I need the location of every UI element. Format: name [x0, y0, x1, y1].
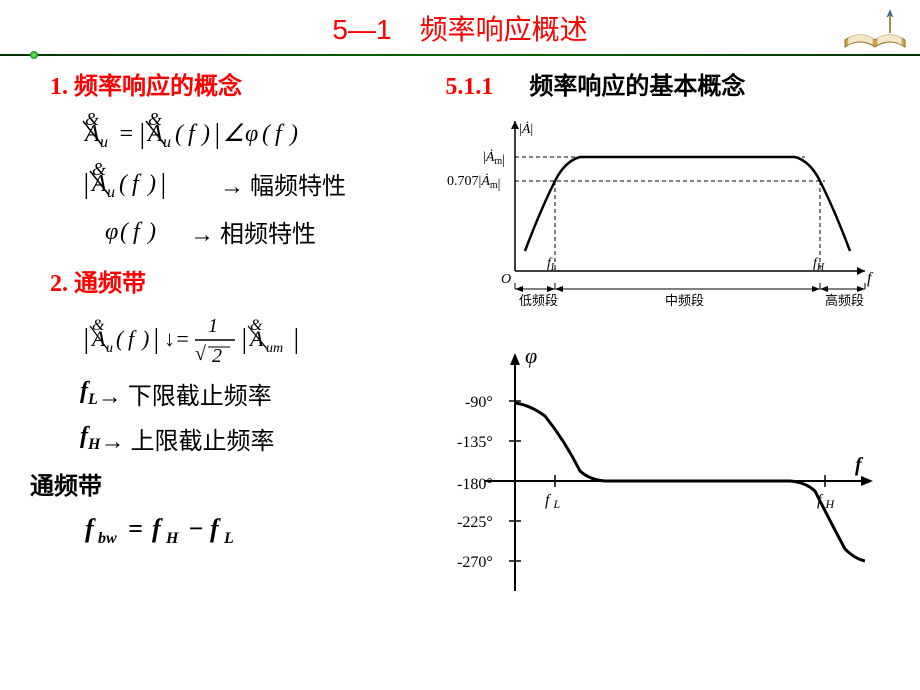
svg-text:0.707|Ȧm|: 0.707|Ȧm|: [447, 173, 500, 192]
svg-text:-90°: -90°: [465, 394, 493, 411]
svg-text:|: |: [240, 324, 248, 355]
svg-text:(: (: [262, 121, 272, 147]
svg-text:−: −: [188, 514, 204, 543]
svg-text:um: um: [266, 341, 283, 356]
origin-label: O: [501, 272, 511, 287]
svg-text:-270°: -270°: [457, 554, 493, 571]
formula-6-text: → 上限截止频率: [100, 421, 274, 456]
formula-4: | A & u ( f ) | ↓= 1 √ 2 | A & um |: [80, 310, 445, 366]
svg-text:): ): [288, 121, 298, 147]
svg-text:-135°: -135°: [457, 434, 493, 451]
subtitle-num: 5.1.1: [445, 74, 493, 100]
svg-text:√: √: [195, 343, 206, 365]
page-title: 5—1 频率响应概述: [332, 14, 587, 45]
svg-text:u: u: [100, 134, 108, 151]
svg-text:|: |: [82, 169, 90, 200]
svg-text:|: |: [213, 119, 221, 150]
svg-text:=: =: [128, 514, 143, 543]
formula-1: A & u = | A & u ( f ) | ∠ φ ( f ): [80, 113, 445, 153]
svg-text:L: L: [223, 530, 234, 547]
svg-text:|: |: [138, 119, 146, 150]
svg-text:f: f: [188, 121, 198, 147]
svg-text:φ: φ: [245, 121, 258, 147]
svg-text:↓=: ↓=: [164, 326, 190, 351]
formula-5: fL → 下限截止频率: [80, 376, 445, 411]
svg-text:2: 2: [212, 345, 222, 366]
svg-text:f: f: [85, 514, 96, 543]
svg-text:(: (: [119, 171, 129, 197]
svg-text:f: f: [210, 514, 221, 543]
svg-text:u: u: [107, 184, 115, 201]
subtitle-text: 频率响应的基本概念: [529, 74, 745, 100]
formula-3-text: → 相频特性: [190, 214, 316, 249]
svg-text:(: (: [120, 219, 130, 245]
svg-text:f: f: [152, 514, 163, 543]
title-bar: 5—1 频率响应概述: [0, 0, 920, 48]
formula-3: φ ( f ) → 相频特性: [100, 213, 445, 249]
svg-text:-225°: -225°: [457, 514, 493, 531]
subtitle: 5.1.1 频率响应的基本概念: [445, 66, 900, 101]
region-high: 高频段: [825, 293, 864, 308]
formula-6: fH → 上限截止频率: [80, 421, 445, 456]
svg-text:(: (: [175, 121, 185, 147]
section-3-heading: 通频带: [30, 466, 445, 501]
svg-text:f: f: [132, 171, 142, 197]
svg-text:f: f: [133, 219, 143, 245]
phase-chart: φ -90° -135° -180° -225° -270° f L f H f: [445, 331, 885, 611]
svg-text:|: |: [152, 324, 160, 355]
svg-text:|Ȧm|: |Ȧm|: [483, 149, 505, 168]
formula-5-var: f: [80, 378, 88, 404]
svg-text:bw: bw: [98, 530, 117, 547]
svg-text:): ): [200, 121, 210, 147]
formula-2: | A & u ( f ) | → 幅频特性: [80, 163, 445, 203]
svg-text:f: f: [128, 326, 137, 351]
divider: [0, 54, 920, 56]
svg-text:u: u: [106, 341, 113, 356]
right-column: 5.1.1 频率响应的基本概念 |Ȧ| |Ȧm| 0.707|Ȧm| O fL: [445, 66, 900, 651]
content-area: 1. 频率响应的概念 A & u = | A & u ( f ) | ∠ φ (: [0, 56, 920, 651]
region-mid: 中频段: [665, 293, 704, 308]
svg-text:fH: fH: [813, 256, 825, 273]
svg-text:f: f: [855, 454, 864, 476]
formula-2-text: → 幅频特性: [220, 166, 346, 201]
svg-text:): ): [140, 326, 149, 351]
svg-text:f H: f H: [817, 492, 835, 511]
magnitude-chart: |Ȧ| |Ȧm| 0.707|Ȧm| O fL fH f 低频段 中频段: [445, 111, 885, 311]
svg-text:H: H: [165, 530, 179, 547]
svg-text:1: 1: [208, 315, 218, 337]
formula-5-sub: L: [88, 391, 98, 408]
svg-text:φ: φ: [105, 219, 118, 245]
svg-text:|: |: [82, 324, 90, 355]
formula-6-sub: H: [88, 436, 100, 453]
svg-text:): ): [146, 219, 156, 245]
section-1-heading: 1. 频率响应的概念: [50, 66, 445, 101]
svg-text:φ: φ: [525, 343, 537, 368]
svg-text:(: (: [116, 326, 125, 351]
svg-text:-180°: -180°: [457, 476, 493, 493]
left-column: 1. 频率响应的概念 A & u = | A & u ( f ) | ∠ φ (: [50, 66, 445, 651]
section-2-heading: 2. 通频带: [50, 263, 445, 298]
formula-5-text: → 下限截止频率: [98, 376, 272, 411]
region-low: 低频段: [519, 293, 558, 308]
svg-text:f L: f L: [545, 492, 560, 511]
svg-text:∠: ∠: [223, 121, 245, 147]
svg-text:f: f: [867, 270, 874, 287]
book-icon: [840, 5, 910, 55]
svg-text:=: =: [118, 121, 134, 147]
formula-6-var: f: [80, 423, 88, 449]
svg-text:|: |: [292, 324, 300, 355]
svg-text:u: u: [163, 134, 171, 151]
formula-7: f bw = f H − f L: [80, 511, 445, 547]
svg-text:|Ȧ|: |Ȧ|: [519, 121, 533, 137]
svg-text:|: |: [159, 169, 167, 200]
svg-text:f: f: [275, 121, 285, 147]
chart-area: |Ȧ| |Ȧm| 0.707|Ȧm| O fL fH f 低频段 中频段: [445, 111, 885, 651]
svg-text:): ): [146, 171, 156, 197]
